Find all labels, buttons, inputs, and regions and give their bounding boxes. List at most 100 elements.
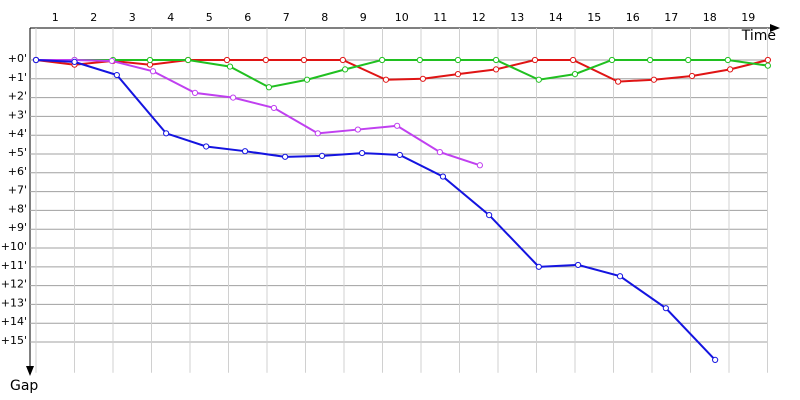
point: [314, 130, 321, 137]
point: [764, 62, 771, 69]
point: [535, 263, 542, 270]
point: [646, 56, 654, 64]
x-tick-label: 2: [90, 11, 97, 24]
y-tick-label: +5': [8, 146, 27, 159]
point: [71, 58, 78, 65]
point: [419, 75, 427, 82]
x-tick-label: 12: [472, 11, 486, 24]
x-tick-label: 13: [510, 11, 524, 24]
y-tick-label: +3': [8, 108, 27, 121]
x-tick-label: 16: [626, 11, 640, 24]
point: [281, 153, 289, 160]
x-axis-arrow: [770, 24, 780, 32]
point: [382, 76, 390, 83]
point: [486, 212, 493, 219]
point: [454, 71, 462, 78]
point: [226, 63, 234, 70]
point: [688, 72, 696, 80]
point: [303, 76, 311, 83]
point: [727, 66, 734, 73]
x-tick-label: 5: [206, 11, 213, 24]
y-tick-label: +13': [1, 296, 27, 309]
x-tick-label: 3: [129, 11, 136, 24]
x-tick-label: 7: [283, 11, 290, 24]
point: [535, 76, 542, 83]
point: [342, 66, 349, 73]
point: [163, 130, 170, 137]
y-tick-label: +10': [1, 240, 27, 253]
y-tick-label: +2': [8, 90, 27, 103]
x-tick-label: 17: [664, 11, 678, 24]
point: [492, 66, 500, 73]
x-tick-label: 6: [244, 11, 251, 24]
point: [262, 56, 269, 64]
point: [662, 305, 669, 312]
point: [574, 261, 582, 269]
point: [223, 56, 231, 64]
axes: [26, 24, 780, 376]
point: [230, 94, 237, 101]
y-tick-label: +7': [8, 184, 27, 197]
y-tick-label: +4': [8, 127, 27, 140]
point: [492, 56, 500, 64]
y-axis-title: Gap: [10, 378, 38, 394]
point: [615, 78, 622, 85]
point: [439, 173, 447, 180]
y-tick-label: +14': [1, 315, 27, 328]
x-tick-label: 14: [549, 11, 563, 24]
point: [416, 56, 423, 64]
point: [113, 71, 120, 79]
point: [241, 148, 249, 155]
point: [571, 71, 579, 78]
point: [476, 162, 484, 169]
point: [685, 56, 692, 64]
point: [318, 152, 326, 159]
x-tick-label: 1: [52, 11, 59, 24]
point: [608, 56, 616, 64]
y-tick-label: +15': [1, 334, 27, 347]
point: [531, 56, 539, 64]
x-tick-label: 10: [395, 11, 409, 24]
point: [379, 56, 386, 64]
point: [454, 56, 462, 64]
point: [354, 126, 361, 133]
point: [265, 84, 273, 91]
point: [616, 273, 624, 280]
y-tick-label: +8': [8, 202, 27, 215]
y-tick-label: +1': [8, 71, 27, 84]
point: [184, 56, 192, 64]
point: [712, 356, 719, 363]
x-tick-label: 18: [703, 11, 717, 24]
y-tick-label: +6': [8, 165, 27, 178]
x-tick-label: 4: [167, 11, 174, 24]
y-axis-arrow: [26, 366, 34, 376]
point: [203, 143, 210, 150]
x-tick-label: 8: [321, 11, 328, 24]
point: [396, 151, 403, 159]
x-tick-label: 19: [741, 11, 755, 24]
y-tick-label: +11': [1, 259, 27, 272]
point: [394, 122, 401, 129]
x-tick-label: 11: [433, 11, 447, 24]
x-tick-label: 15: [587, 11, 601, 24]
point: [191, 89, 199, 97]
point: [32, 56, 40, 64]
y-tick-label: +12': [1, 278, 27, 291]
point: [270, 104, 278, 112]
point: [724, 56, 731, 64]
y-tick-label: +0': [8, 52, 27, 65]
y-tick-label: +9': [8, 221, 27, 234]
series-line: [35, 59, 769, 83]
point: [650, 76, 658, 83]
point: [149, 68, 157, 75]
point: [300, 56, 308, 64]
point: [358, 149, 366, 157]
point: [569, 56, 577, 64]
point: [146, 56, 154, 64]
series-line: [36, 59, 769, 89]
point: [339, 56, 346, 64]
point: [436, 149, 443, 156]
point: [764, 56, 771, 64]
x-axis-title: Time: [741, 28, 776, 44]
